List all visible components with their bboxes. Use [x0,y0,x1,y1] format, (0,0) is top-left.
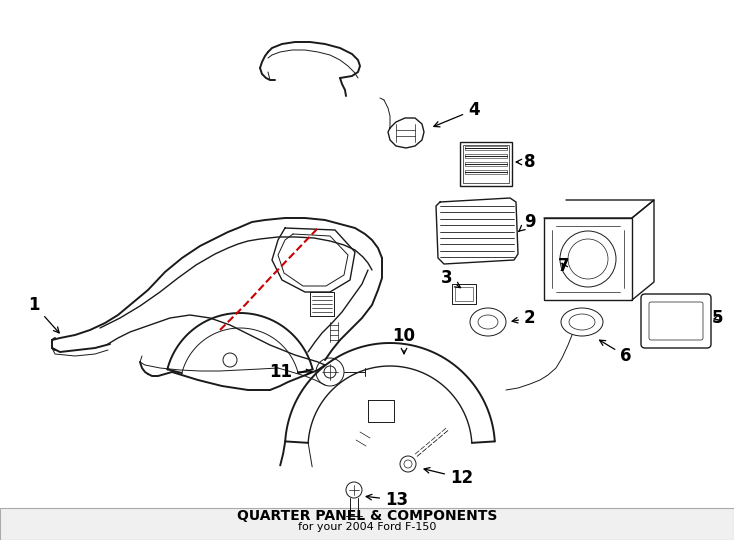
Text: 8: 8 [516,153,536,171]
Text: 11: 11 [269,363,312,381]
Text: 3: 3 [440,269,460,288]
Text: 6: 6 [600,340,631,365]
Text: 2: 2 [512,309,536,327]
Bar [460,142,512,186]
Bar [0,508,734,540]
Bar [544,218,632,300]
Bar [465,162,507,166]
Bar [465,154,507,158]
Bar [465,146,507,150]
Bar [463,145,509,183]
Text: 12: 12 [424,468,473,487]
Text: 10: 10 [393,327,415,354]
Text: 5: 5 [712,309,724,327]
Text: 1: 1 [29,296,59,333]
Bar [452,284,476,304]
Bar [455,287,473,301]
Text: QUARTER PANEL & COMPONENTS: QUARTER PANEL & COMPONENTS [237,509,497,523]
Text: 9: 9 [519,213,536,231]
Text: 7: 7 [558,257,570,275]
Bar [465,170,507,174]
Text: 4: 4 [434,101,479,127]
Text: 13: 13 [366,491,408,509]
Text: for your 2004 Ford F-150: for your 2004 Ford F-150 [298,522,436,532]
